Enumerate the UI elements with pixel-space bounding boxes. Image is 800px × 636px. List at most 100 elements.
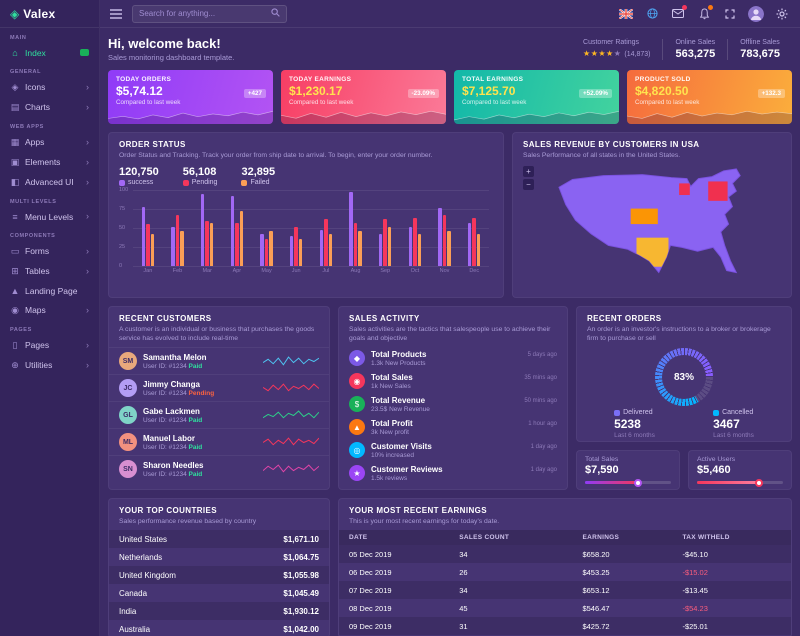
sidebar-item-label: Index [25,47,46,58]
legend-value: 5238 [614,417,641,432]
sidebar-item-utilities[interactable]: ⊕ Utilities › [0,355,99,375]
slider-fill [585,481,639,484]
slider[interactable] [697,478,783,487]
customer-sparkline [263,356,319,367]
search-icon[interactable] [271,7,280,20]
x-axis-label: May [261,268,272,275]
countries-list: United States $1,671.10 Netherlands $1,064.… [109,530,329,636]
legend-dot-icon [119,179,125,186]
orders-legends: Delivered 5238 Last 6 months Cancelled 3467 L… [577,407,791,441]
sidebar-item-landing-page[interactable]: ▲ Landing Page [0,281,99,300]
fullscreen-icon[interactable] [722,6,738,22]
mail-icon[interactable] [670,4,687,22]
welcome-text: Hi, welcome back! Sales monitoring dashb… [108,36,234,62]
map-state-highlight-orange[interactable] [630,208,658,225]
card-title: RECENT ORDERS [587,314,662,323]
card-title: SALES ACTIVITY [349,314,420,323]
slider-knob[interactable] [634,478,643,487]
sidebar-item-index[interactable]: ⌂ Index [0,43,99,62]
sidebar-item-elements[interactable]: ▣ Elements › [0,152,99,172]
home-icon: ⌂ [12,47,18,58]
stat-card-value: $7,125.70 [462,84,516,98]
user-avatar[interactable] [748,5,764,22]
bell-icon[interactable] [696,4,713,22]
order-stat-success: 120,750 success [119,166,159,186]
x-axis-label: Jan [143,268,153,275]
stat-card-label: PRODUCT SOLD [635,76,691,83]
sidebar-item-label: Maps [25,305,46,315]
recent-customers-card: RECENT CUSTOMERS A customer is an indivi… [108,306,330,490]
table-row: 07 Dec 2019 34 $653.12 -$13.45 [339,581,791,600]
card-subtitle: Sales activities are the tactics that sa… [349,326,551,343]
usa-map: + − [521,164,783,290]
slider[interactable] [585,478,671,487]
zoom-in-button[interactable]: + [523,166,534,178]
map-state-highlight-red[interactable] [708,181,728,202]
sidebar-item-apps[interactable]: ▦ Apps › [0,132,99,152]
language-flag-icon[interactable] [618,6,634,22]
stat-cards-row: TODAY ORDERS $5,74.12 Compared to last wee… [108,70,792,124]
activity-time: 1 day ago [530,444,557,451]
app-logo[interactable]: ◈ Valex [0,0,99,28]
top-countries-card: YOUR TOP COUNTRIES Sales performance rev… [108,498,330,636]
order-stat-value: 56,108 [182,166,217,179]
customer-sparkline [263,437,319,446]
usa-map-svg[interactable] [521,164,783,290]
activity-row: ◎ Customer Visits 10% increased 1 day ago [339,439,567,462]
country-value: $1,064.75 [283,552,319,562]
globe-icon[interactable] [644,6,660,22]
sidebar-section-label: WEB APPS [10,124,44,130]
profit-icon: ▲ [349,419,365,436]
x-axis-label: Mar [202,268,212,275]
x-axis-label: Dec [469,268,480,275]
earning-tax: -$13.45 [682,585,708,595]
gauge-wrap: 83% [577,347,791,407]
gridline [133,266,489,268]
sidebar-item-charts[interactable]: ▤ Charts › [0,97,99,117]
mini-card-value: $7,590 [585,464,619,476]
legend-dot-icon [241,179,248,186]
search-input[interactable] [139,9,267,18]
customer-row: JC Jimmy Changa User ID: #1234 Pending [109,374,329,401]
customer-info: Samantha Melon User ID: #1234 Paid [143,353,207,370]
stat-card-label: TOTAL EARNINGS [462,76,524,83]
country-value: $1,045.49 [283,588,319,598]
mail-badge [682,4,687,10]
legend-value: 3467 [713,417,740,432]
sidebar-item-label: Advanced UI [25,177,74,187]
x-axis-label: Jul [322,268,330,275]
sidebar-item-forms[interactable]: ▭ Forms › [0,241,99,261]
zoom-out-button[interactable]: − [523,179,534,191]
bar-success [230,195,235,267]
sidebar-item-label: Utilities [25,360,53,370]
country-name: United States [119,534,168,544]
sidebar-item-advanced-ui[interactable]: ◧ Advanced UI › [0,172,99,192]
activity-time: 35 mins ago [524,375,557,382]
sidebar-item-icons[interactable]: ◈ Icons › [0,77,99,97]
sidebar-item-label: Icons [25,82,46,92]
sidebar-item-maps[interactable]: ◉ Maps › [0,300,99,320]
customer-row: SN Sharon Needles User ID: #1234 Paid [109,455,329,482]
avatar: SN [119,460,137,479]
map-state-highlight-red2[interactable] [679,183,690,196]
bar-group [163,190,193,267]
customer-id: User ID: #1234 Paid [143,444,202,451]
table-row: 09 Dec 2019 31 $425.72 -$25.01 [339,617,791,636]
settings-gear-icon[interactable] [774,6,790,22]
mini-cards-row: Total Sales $7,590 Active Users $5,460 [576,450,792,490]
sidebar-item-tables[interactable]: ⊞ Tables › [0,261,99,281]
page-content: Hi, welcome back! Sales monitoring dashb… [100,28,800,636]
earning-amount: $658.20 [582,549,610,559]
activity-info: Total Sales 1k New Sales [371,373,413,390]
stat-card-sparkline [108,110,273,124]
sidebar-item-pages[interactable]: ▯ Pages › [0,335,99,355]
map-state-highlight-yellow[interactable] [636,237,669,267]
activity-subtitle: 23.5$ New Revenue [371,406,430,414]
sidebar-item-menu-levels[interactable]: ≡ Menu Levels › [0,207,99,226]
slider-knob[interactable] [754,478,763,487]
earning-sales-count: 45 [459,603,468,613]
stat-card-label: TODAY EARNINGS [289,76,352,83]
bar-failed [239,211,244,267]
card-header: YOUR TOP COUNTRIES Sales performance rev… [109,499,329,530]
menu-toggle-button[interactable] [110,8,122,19]
